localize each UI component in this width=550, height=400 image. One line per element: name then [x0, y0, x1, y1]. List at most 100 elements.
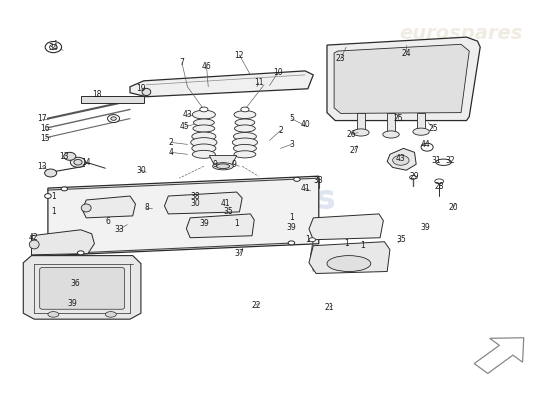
- Ellipse shape: [200, 107, 208, 112]
- Text: 46: 46: [202, 62, 211, 72]
- Ellipse shape: [234, 125, 255, 132]
- Ellipse shape: [217, 164, 229, 169]
- Ellipse shape: [393, 155, 409, 165]
- Polygon shape: [186, 214, 254, 238]
- Text: 30: 30: [136, 166, 146, 175]
- Text: 6: 6: [106, 217, 111, 226]
- Text: 1: 1: [360, 241, 365, 250]
- Text: 43: 43: [183, 110, 192, 119]
- Text: 38: 38: [191, 192, 200, 200]
- Text: 39: 39: [68, 299, 78, 308]
- Ellipse shape: [233, 132, 256, 140]
- Text: 13: 13: [37, 162, 47, 171]
- Text: 1: 1: [234, 219, 239, 228]
- Text: 29: 29: [410, 172, 419, 181]
- Text: 2: 2: [169, 138, 173, 147]
- Ellipse shape: [81, 204, 91, 212]
- Polygon shape: [31, 230, 95, 255]
- Text: a passion for parts... direct: a passion for parts... direct: [147, 221, 316, 234]
- Polygon shape: [474, 338, 524, 374]
- Ellipse shape: [45, 194, 51, 198]
- Text: 4: 4: [169, 148, 173, 157]
- Text: 2: 2: [278, 126, 283, 135]
- Text: 15: 15: [40, 134, 50, 143]
- Ellipse shape: [50, 44, 57, 50]
- Text: 31: 31: [432, 156, 441, 165]
- Text: 25: 25: [429, 124, 438, 133]
- Ellipse shape: [288, 241, 295, 245]
- Text: 3: 3: [289, 140, 294, 149]
- Text: 32: 32: [446, 156, 455, 165]
- Polygon shape: [327, 37, 480, 120]
- Polygon shape: [23, 256, 141, 319]
- Text: 45: 45: [180, 122, 190, 131]
- Ellipse shape: [327, 256, 371, 272]
- Ellipse shape: [421, 143, 433, 151]
- Text: 41: 41: [300, 184, 310, 192]
- Text: 19: 19: [136, 84, 146, 93]
- Text: 5: 5: [289, 114, 294, 123]
- Text: 7: 7: [179, 58, 184, 68]
- Text: 18: 18: [92, 90, 102, 99]
- Polygon shape: [164, 192, 242, 214]
- Ellipse shape: [70, 157, 86, 167]
- Text: 25: 25: [393, 114, 403, 123]
- Text: 1: 1: [344, 239, 349, 248]
- Ellipse shape: [383, 131, 399, 138]
- Ellipse shape: [413, 128, 430, 135]
- Ellipse shape: [74, 160, 82, 165]
- Text: 1: 1: [51, 192, 56, 200]
- Text: 23: 23: [336, 54, 345, 64]
- Text: 9: 9: [232, 160, 236, 169]
- Ellipse shape: [194, 119, 214, 126]
- Ellipse shape: [241, 107, 249, 112]
- Text: 22: 22: [251, 301, 261, 310]
- Polygon shape: [387, 148, 416, 170]
- Text: 40: 40: [300, 120, 310, 129]
- Text: 16: 16: [40, 124, 50, 133]
- Ellipse shape: [192, 144, 216, 153]
- Text: 24: 24: [402, 48, 411, 58]
- Text: 26: 26: [347, 130, 356, 139]
- Ellipse shape: [435, 179, 443, 184]
- Ellipse shape: [61, 187, 68, 191]
- Text: 1: 1: [305, 235, 310, 244]
- Ellipse shape: [45, 42, 62, 53]
- Ellipse shape: [108, 114, 119, 122]
- Text: 41: 41: [221, 200, 230, 208]
- Polygon shape: [82, 196, 135, 218]
- Ellipse shape: [111, 117, 116, 120]
- Ellipse shape: [234, 111, 256, 118]
- Ellipse shape: [45, 169, 57, 177]
- Text: 33: 33: [314, 176, 323, 185]
- Polygon shape: [334, 44, 469, 114]
- Ellipse shape: [410, 175, 416, 179]
- Text: 35: 35: [396, 235, 406, 244]
- Ellipse shape: [48, 312, 59, 317]
- Ellipse shape: [29, 240, 39, 249]
- Text: eurospares: eurospares: [399, 24, 522, 43]
- Ellipse shape: [64, 152, 76, 160]
- Text: 42: 42: [28, 233, 38, 242]
- Text: 14: 14: [81, 158, 91, 167]
- Ellipse shape: [192, 110, 216, 119]
- Ellipse shape: [309, 238, 316, 242]
- Text: 44: 44: [421, 140, 430, 149]
- Ellipse shape: [106, 312, 116, 317]
- Text: 34: 34: [48, 42, 58, 52]
- Ellipse shape: [234, 151, 256, 158]
- Ellipse shape: [353, 129, 369, 136]
- Text: 1: 1: [289, 213, 294, 222]
- Text: 27: 27: [350, 146, 359, 155]
- Ellipse shape: [78, 251, 84, 255]
- Text: 17: 17: [37, 114, 47, 123]
- Text: 1: 1: [51, 208, 56, 216]
- Text: 43: 43: [396, 154, 406, 163]
- Text: 10: 10: [273, 68, 283, 77]
- Ellipse shape: [193, 125, 215, 132]
- Polygon shape: [48, 176, 319, 256]
- Text: 11: 11: [254, 78, 263, 87]
- Polygon shape: [387, 113, 395, 134]
- Polygon shape: [357, 113, 365, 132]
- Text: 36: 36: [70, 279, 80, 288]
